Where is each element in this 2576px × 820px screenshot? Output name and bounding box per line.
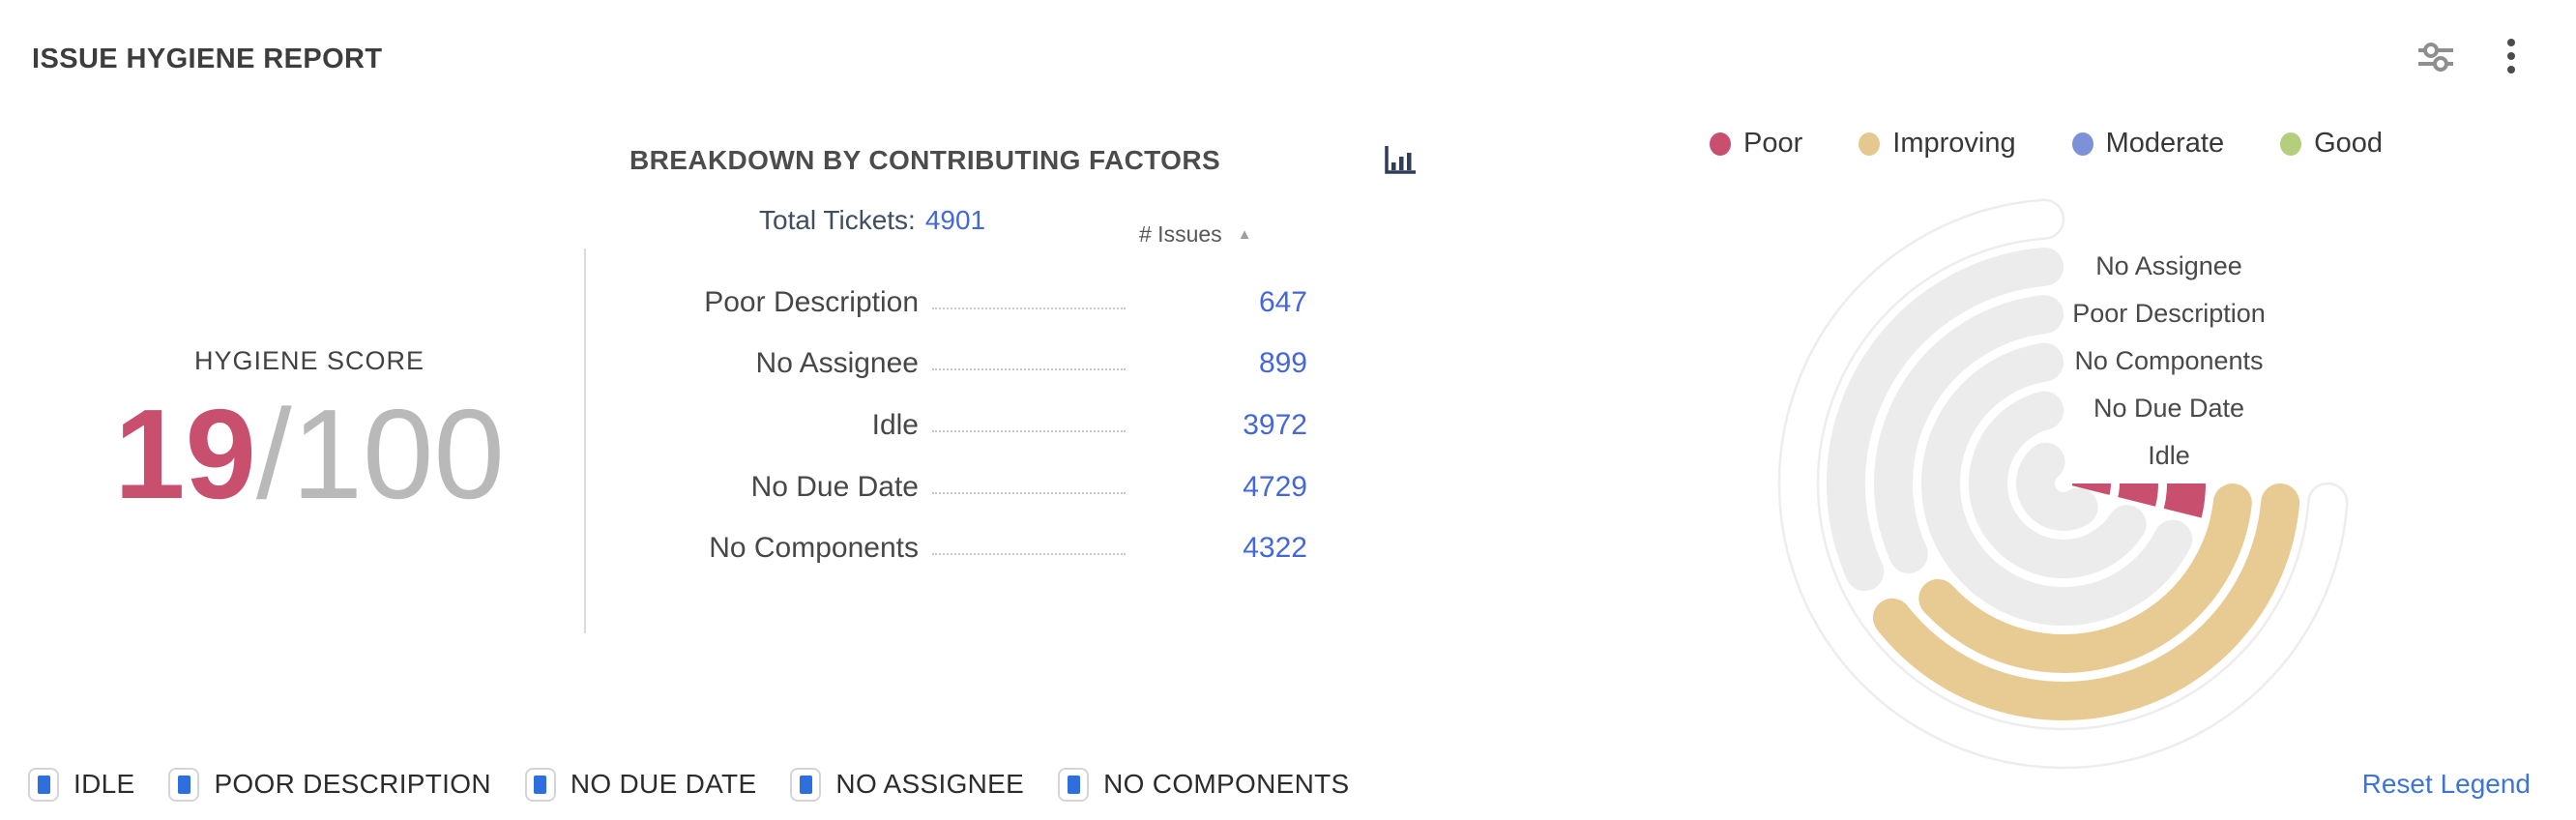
hygiene-score-label: HYGIENE SCORE <box>193 346 425 375</box>
factor-value[interactable]: 4322 <box>1243 532 1307 565</box>
factors-divider <box>584 249 586 633</box>
factor-value[interactable]: 4729 <box>1243 470 1307 503</box>
series-legend: IDLE POOR DESCRIPTION NO DUE DATE NO ASSIGN… <box>28 766 1349 803</box>
factor-value[interactable]: 647 <box>1258 285 1307 318</box>
ring-label: No Components <box>2074 346 2264 375</box>
factor-row: Poor Description 647 <box>596 272 1307 334</box>
status-legend: Poor Improving Moderate Good <box>1710 128 2383 160</box>
series-checkbox-bar <box>1067 775 1080 794</box>
ring-label: Poor Description <box>2072 299 2266 328</box>
hygiene-score-value: 19 <box>114 383 256 525</box>
total-tickets-label: Total Tickets: <box>759 205 916 235</box>
legend-item-poor[interactable]: Poor <box>1710 128 1802 160</box>
factor-row: No Components 4322 <box>596 517 1307 579</box>
page-title: ISSUE HYGIENE REPORT <box>32 44 383 74</box>
legend-dot <box>1859 132 1881 156</box>
ring-bar-poor-description <box>1918 483 2252 673</box>
legend-dot <box>2280 132 2302 156</box>
series-checkbox-bar <box>177 775 190 794</box>
ring-track-no-assignee <box>1827 247 2064 592</box>
factor-row: No Assignee 899 <box>596 334 1307 395</box>
series-checkbox-icon <box>1058 767 1090 802</box>
issues-header-label: # Issues <box>1139 221 1222 247</box>
factor-label: Idle <box>871 408 919 441</box>
legend-label: Poor <box>1743 128 1803 159</box>
kebab-menu-icon[interactable] <box>2489 35 2533 79</box>
legend-label: Moderate <box>2105 128 2225 159</box>
sort-asc-icon: ▲ <box>1237 226 1252 243</box>
ring-label: No Assignee <box>2095 251 2242 280</box>
legend-dot <box>1710 132 1731 156</box>
series-label: NO DUE DATE <box>570 769 757 799</box>
breakdown-heading: BREAKDOWN BY CONTRIBUTING FACTORS <box>629 145 1221 175</box>
ring-label: No Due Date <box>2093 394 2245 423</box>
series-checkbox-bar <box>534 775 547 794</box>
series-label: IDLE <box>73 769 135 799</box>
ring-bar-no-components <box>2163 483 2206 518</box>
legend-item-moderate[interactable]: Moderate <box>2071 128 2225 160</box>
legend-item-improving[interactable]: Improving <box>1859 128 2016 160</box>
series-toggle-idle[interactable]: IDLE <box>28 767 135 802</box>
ring-track-no-due-date <box>1969 391 2147 578</box>
series-checkbox-icon <box>28 767 59 802</box>
factor-value[interactable]: 899 <box>1258 347 1307 380</box>
issues-column-header[interactable]: # Issues ▲ <box>1139 221 1252 248</box>
ring-bar-no-assignee <box>1872 483 2300 720</box>
series-checkbox-icon <box>790 767 822 802</box>
total-tickets-value[interactable]: 4901 <box>924 205 986 235</box>
filter-sliders-icon[interactable] <box>2414 35 2458 79</box>
factor-leader-line <box>932 551 1126 556</box>
radial-chart <box>1777 198 2349 770</box>
series-checkbox-bar <box>37 775 50 794</box>
series-toggle-no-due-date[interactable]: NO DUE DATE <box>524 767 757 802</box>
ring-bar-no-due-date <box>2118 483 2158 507</box>
factor-leader-line <box>932 366 1126 371</box>
ring-label: Idle <box>2148 441 2190 470</box>
ring-track-idle <box>2016 442 2098 531</box>
legend-dot <box>2071 132 2093 156</box>
total-tickets: Total Tickets: 4901 <box>759 205 985 236</box>
factor-leader-line <box>932 428 1126 432</box>
factor-value[interactable]: 3972 <box>1243 408 1307 441</box>
hygiene-score-max: /100 <box>255 383 505 525</box>
factor-label: No Components <box>709 532 919 565</box>
series-toggle-no-assignee[interactable]: NO ASSIGNEE <box>790 767 1025 802</box>
hygiene-score-line: 19/100 <box>92 384 527 524</box>
factor-row: Idle 3972 <box>596 395 1307 456</box>
series-checkbox-icon <box>168 767 200 802</box>
series-checkbox-icon <box>524 767 556 802</box>
factor-rows: Poor Description 647 No Assignee 899 Idle 397… <box>596 272 1307 579</box>
series-toggle-poor-description[interactable]: POOR DESCRIPTION <box>168 767 491 802</box>
reset-legend-link[interactable]: Reset Legend <box>2361 769 2531 799</box>
factor-label: No Due Date <box>750 470 919 503</box>
legend-label: Good <box>2314 128 2384 159</box>
ring-track-no-components <box>1921 342 2193 626</box>
series-checkbox-bar <box>799 775 812 794</box>
legend-label: Improving <box>1892 128 2016 159</box>
factor-leader-line <box>932 306 1126 309</box>
ring-bar-idle <box>2071 483 2112 495</box>
factor-leader-line <box>932 490 1126 494</box>
series-label: POOR DESCRIPTION <box>214 769 491 799</box>
ring-track-poor-description <box>1874 295 2064 573</box>
factor-row: No Due Date 4729 <box>596 456 1307 518</box>
widget-toolbar <box>2414 35 2533 79</box>
series-label: NO COMPONENTS <box>1103 769 1350 799</box>
bar-chart-icon[interactable] <box>1377 139 1421 184</box>
factor-label: No Assignee <box>755 347 919 380</box>
series-toggle-no-components[interactable]: NO COMPONENTS <box>1058 767 1350 802</box>
series-label: NO ASSIGNEE <box>835 769 1025 799</box>
legend-item-good[interactable]: Good <box>2280 128 2383 160</box>
factor-label: Poor Description <box>704 285 919 318</box>
ghost-ring-outline <box>1777 198 2349 770</box>
hygiene-score-block: HYGIENE SCORE 19/100 <box>92 346 527 524</box>
